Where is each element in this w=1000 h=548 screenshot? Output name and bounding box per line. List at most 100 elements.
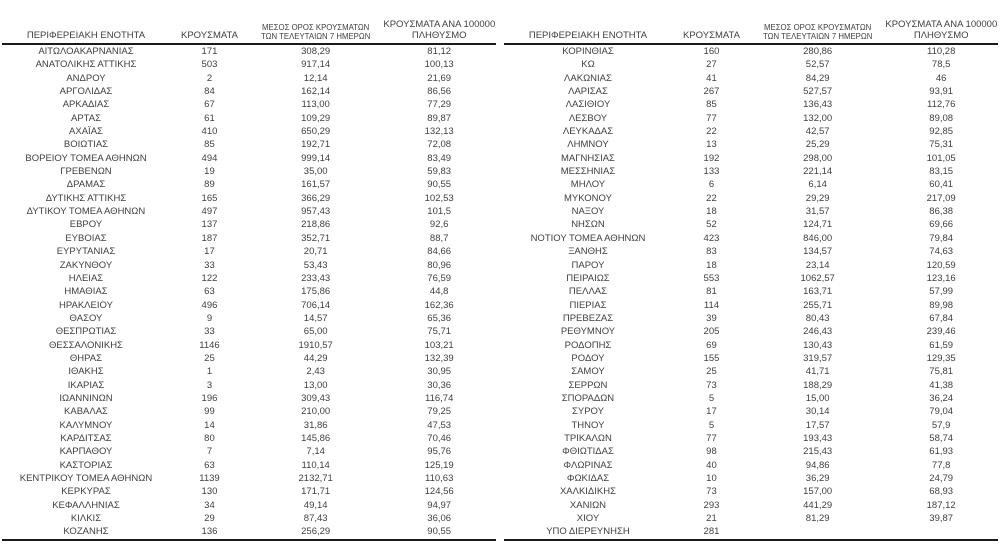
cases-value: 41 — [706, 72, 717, 84]
cases-value: 187 — [201, 232, 218, 244]
table-row: ΛΕΥΚΑΔΑΣ 22 42,57 92,85 — [504, 125, 998, 138]
column-header-avg-7day: ΜΕΣΟΣ ΟΡΟΣ ΚΡΟΥΣΜΑΤΩΝ ΤΩΝ ΤΕΛΕΥΤΑΙΩΝ 7 Η… — [750, 20, 885, 45]
per-100k-value: 61,59 — [929, 339, 954, 351]
table-row: ΠΑΡΟΥ 18 23,14 120,59 — [504, 259, 998, 272]
per-100k-value: 60,41 — [929, 179, 954, 191]
cases-value: 67 — [204, 99, 215, 111]
avg-7day-value: 23,14 — [805, 259, 830, 271]
region-name: ΘΑΣΟΥ — [69, 312, 103, 324]
table-row: ΒΟΙΩΤΙΑΣ 85 192,71 72,08 — [2, 138, 496, 151]
table-row: ΤΡΙΚΑΛΩΝ 77 193,43 58,74 — [504, 432, 998, 445]
regional-cases-table-right: ΠΕΡΙΦΕΡΕΙΑΚΗ ΕΝΟΤΗΤΑ ΚΡΟΥΣΜΑΤΑ ΜΕΣΟΣ ΟΡΟ… — [504, 20, 998, 541]
per-100k-value: 30,36 — [427, 379, 452, 391]
cases-value: 494 — [201, 152, 218, 164]
cases-value: 160 — [703, 46, 720, 57]
avg-7day-value: 136,43 — [803, 99, 833, 111]
avg-7day-value: 352,71 — [301, 232, 331, 244]
column-header-avg-7day-line1: ΜΕΣΟΣ ΟΡΟΣ ΚΡΟΥΣΜΑΤΩΝ — [262, 23, 370, 32]
per-100k-value: 77,8 — [931, 459, 951, 471]
table-row: ΖΑΚΥΝΘΟΥ 33 53,43 80,96 — [2, 259, 496, 272]
cases-value: 39 — [706, 312, 717, 324]
per-100k-value: 65,36 — [427, 312, 452, 324]
cases-value: 81 — [706, 286, 717, 298]
cases-value: 1 — [206, 366, 213, 378]
column-header-region-label: ΠΕΡΙΦΕΡΕΙΑΚΗ ΕΝΟΤΗΤΑ — [26, 29, 146, 41]
avg-7day-value: 42,57 — [805, 126, 830, 138]
region-name: ΝΑΞΟΥ — [571, 206, 605, 218]
avg-7day-value: 161,57 — [301, 179, 331, 191]
region-name: ΗΛΕΙΑΣ — [68, 272, 104, 284]
avg-7day-value: 35,00 — [303, 166, 328, 178]
table-row: ΠΡΕΒΕΖΑΣ 39 80,43 67,84 — [504, 312, 998, 325]
table-row: ΛΗΜΝΟΥ 13 25,29 75,31 — [504, 138, 998, 151]
cases-value: 122 — [201, 272, 218, 284]
table-row: ΑΡΓΟΛΙΔΑΣ 84 162,14 86,56 — [2, 85, 496, 98]
avg-7day-value: 41,71 — [805, 366, 830, 378]
cases-value: 98 — [706, 446, 717, 458]
table-row: ΙΚΑΡΙΑΣ 3 13,00 30,36 — [2, 379, 496, 392]
region-name: ΣΑΜΟΥ — [571, 366, 605, 378]
per-100k-value: 46 — [935, 72, 947, 84]
per-100k-value: 92,6 — [429, 219, 449, 231]
region-name: ΕΒΡΟΥ — [69, 219, 103, 231]
table-row: ΤΗΝΟΥ 5 17,57 57,9 — [504, 419, 998, 432]
avg-7day-value: 366,29 — [301, 192, 331, 204]
table-row: ΘΗΡΑΣ 25 44,29 132,39 — [2, 352, 496, 365]
region-name: ΓΡΕΒΕΝΩΝ — [60, 166, 112, 178]
region-name: ΚΕΡΚΥΡΑΣ — [61, 486, 111, 498]
per-100k-value: 112,76 — [927, 99, 956, 111]
cases-value: 267 — [703, 86, 720, 98]
avg-7day-value: 221,14 — [803, 166, 833, 178]
cases-value: 6 — [708, 179, 715, 191]
avg-7day-value: 210,00 — [301, 406, 331, 418]
region-name: ΜΗΛΟΥ — [570, 179, 606, 191]
per-100k-value: 93,91 — [929, 86, 954, 98]
per-100k-value: 132,13 — [424, 126, 454, 138]
table-row: ΚΑΣΤΟΡΙΑΣ 63 110,14 125,19 — [2, 459, 496, 472]
avg-7day-value: 36,29 — [805, 473, 830, 484]
region-name: ΚΑΛΥΜΝΟΥ — [59, 419, 113, 431]
avg-7day-value: 65,00 — [303, 326, 328, 338]
avg-7day-value: 527,57 — [803, 86, 833, 98]
per-100k-value: 110,28 — [927, 46, 956, 57]
avg-7day-value: 87,43 — [303, 513, 328, 525]
cases-value: 9 — [206, 312, 213, 324]
cases-value: 196 — [201, 392, 218, 404]
column-header-cases-label: ΚΡΟΥΣΜΑΤΑ — [682, 29, 740, 41]
cases-value: 496 — [201, 299, 218, 311]
avg-7day-value: 7,14 — [306, 446, 325, 458]
column-header-cases: ΚΡΟΥΣΜΑΤΑ — [671, 20, 751, 45]
cases-value: 73 — [706, 379, 717, 391]
column-header-per-100k: ΚΡΟΥΣΜΑΤΑ ΑΝΑ 100000 ΠΛΗΘΥΣΜΟ — [382, 20, 496, 45]
region-name: ΡΟΔΟΥ — [571, 352, 605, 364]
region-name: ΘΕΣΣΑΛΟΝΙΚΗΣ — [49, 339, 123, 351]
per-100k-value: 79,04 — [929, 406, 954, 418]
table-row: ΙΩΑΝΝΙΝΩΝ 196 309,43 116,74 — [2, 392, 496, 405]
per-100k-value: 24,79 — [929, 473, 954, 484]
column-header-per-100k: ΚΡΟΥΣΜΑΤΑ ΑΝΑ 100000 ΠΛΗΘΥΣΜΟ — [884, 20, 998, 45]
per-100k-value: 116,74 — [425, 392, 454, 404]
cases-value: 1139 — [199, 473, 220, 484]
region-name: ΚΕΝΤΡΙΚΟΥ ΤΟΜΕΑ ΑΘΗΝΩΝ — [19, 473, 153, 484]
table-row: ΑΝΑΤΟΛΙΚΗΣ ΑΤΤΙΚΗΣ 503 917,14 100,13 — [2, 58, 496, 71]
region-name: ΣΕΡΡΩΝ — [568, 379, 608, 391]
cases-value: 5 — [708, 392, 715, 404]
avg-7day-value: 441,29 — [803, 499, 833, 511]
table-row: ΣΥΡΟΥ 17 30,14 79,04 — [504, 405, 998, 418]
cases-value: 61 — [204, 112, 215, 124]
region-name: ΙΩΑΝΝΙΝΩΝ — [59, 392, 113, 404]
cases-value: 7 — [206, 446, 213, 458]
per-100k-value: 36,24 — [929, 392, 954, 404]
cases-value: 192 — [703, 152, 720, 164]
avg-7day-value: 30,14 — [805, 406, 830, 418]
table-header-right: ΠΕΡΙΦΕΡΕΙΑΚΗ ΕΝΟΤΗΤΑ ΚΡΟΥΣΜΑΤΑ ΜΕΣΟΣ ΟΡΟ… — [504, 20, 998, 45]
per-100k-value: 103,21 — [424, 339, 454, 351]
cases-value: 2 — [206, 72, 213, 84]
region-name: ΧΑΛΚΙΔΙΚΗΣ — [559, 486, 616, 498]
cases-value: 77 — [706, 112, 717, 124]
avg-7day-value: 706,14 — [301, 299, 331, 311]
cases-value: 165 — [201, 192, 218, 204]
table-row: ΔΡΑΜΑΣ 89 161,57 90,55 — [2, 178, 496, 191]
cases-value: 22 — [706, 192, 717, 204]
avg-7day-value: 52,57 — [805, 59, 830, 71]
